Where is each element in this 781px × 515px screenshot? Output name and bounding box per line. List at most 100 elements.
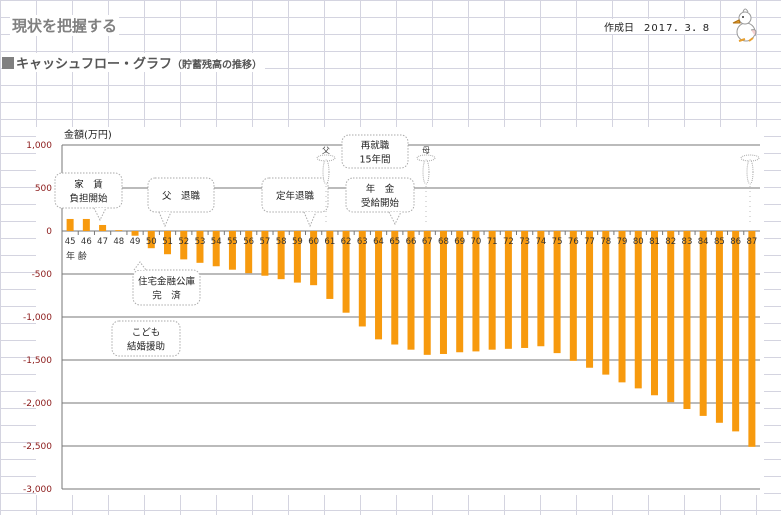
callout-annotation: 父 [316, 146, 336, 222]
bar-62 [342, 231, 350, 313]
callout-annotation: 母 [416, 146, 436, 222]
callout-box [416, 154, 436, 162]
callout-text: こども [132, 328, 161, 339]
callout-text: 定年退職 [276, 190, 315, 202]
x-tick-label: 58 [276, 237, 287, 247]
callout-box [132, 269, 201, 306]
y-tick-label: 0 [46, 227, 52, 237]
x-tick-label: 84 [698, 237, 709, 247]
date-label: 作成日 [604, 23, 634, 34]
bar-64 [375, 231, 383, 340]
bar-75 [553, 231, 561, 354]
bar-71 [488, 231, 496, 350]
callout-text: 父 [322, 146, 330, 155]
x-tick-label: 57 [259, 237, 270, 247]
date-value: 2017．3．8 [644, 23, 711, 34]
x-tick-label: 72 [503, 237, 514, 247]
bar-49 [131, 231, 139, 236]
callout-tail [158, 211, 172, 228]
callout-text: 家 賃 [74, 179, 103, 191]
callout-box [54, 172, 123, 209]
x-tick-label: 87 [746, 237, 757, 247]
callout-text: 結婚援助 [127, 341, 165, 353]
x-tick-label: 49 [130, 237, 141, 247]
x-tick-label: 75 [552, 237, 563, 247]
x-tick-label: 83 [682, 237, 693, 247]
duck-mascot-icon [732, 8, 757, 42]
x-tick-label: 74 [535, 237, 546, 247]
bar-78 [602, 231, 610, 375]
x-tick-label: 53 [195, 237, 206, 247]
callout-box [147, 177, 215, 213]
x-tick-label: 79 [617, 237, 628, 247]
section-heading: キャッシュフロー・グラフ（貯蓄残高の推移） [2, 53, 266, 72]
callout-text: 年 金 [366, 183, 395, 195]
x-tick-label: 63 [357, 237, 368, 247]
bar-48 [115, 230, 123, 231]
x-tick-label: 54 [211, 237, 222, 247]
x-tick-label: 48 [113, 237, 124, 247]
page-title: 現状を把握する [10, 15, 120, 36]
x-tick-label: 68 [438, 237, 449, 247]
bar-81 [650, 231, 658, 396]
bar-59 [293, 231, 301, 283]
x-tick-label: 81 [649, 237, 660, 247]
bar-56 [245, 231, 253, 274]
y-axis-label: 金額(万円) [64, 128, 112, 141]
y-tick-label: 1,000 [26, 141, 52, 151]
creation-date: 作成日 2017．3．8 [604, 19, 711, 34]
callout-text: 再就職 [361, 140, 390, 152]
y-tick-label: -3,000 [23, 485, 52, 495]
x-tick-label: 80 [633, 237, 644, 247]
callout-text: 負担開始 [69, 193, 108, 205]
callout-text: 受給開始 [361, 197, 400, 209]
bar-61 [326, 231, 334, 299]
bar-84 [699, 231, 707, 416]
bar-52 [180, 231, 188, 260]
bar-51 [164, 231, 172, 255]
x-axis-label: 年 齢 [66, 250, 87, 262]
x-tick-label: 76 [568, 237, 579, 247]
callout-annotation [740, 154, 760, 222]
bar-58 [277, 231, 285, 280]
bar-46 [82, 218, 90, 231]
callout-tail [388, 211, 402, 226]
x-tick-label: 71 [487, 237, 498, 247]
bar-45 [66, 218, 74, 231]
x-tick-label: 85 [714, 237, 725, 247]
x-tick-label: 66 [406, 237, 417, 247]
bar-79 [618, 231, 626, 383]
x-tick-label: 62 [341, 237, 352, 247]
bar-67 [423, 231, 431, 355]
callout-box [261, 177, 329, 213]
bar-69 [456, 231, 464, 353]
y-tick-label: -1,500 [23, 356, 52, 366]
bar-55 [228, 231, 236, 270]
x-tick-label: 45 [65, 237, 76, 247]
callout-box [341, 134, 409, 169]
callout-annotation: 父 退職 [147, 177, 215, 228]
bar-86 [732, 231, 740, 432]
square-bullet-icon [2, 57, 14, 69]
bar-82 [667, 231, 675, 403]
bar-54 [212, 231, 220, 267]
x-tick-label: 55 [227, 237, 238, 247]
bar-85 [715, 231, 723, 423]
bar-77 [586, 231, 594, 368]
x-tick-label: 65 [389, 237, 400, 247]
bar-73 [521, 231, 529, 348]
x-tick-label: 60 [308, 237, 319, 247]
x-tick-label: 61 [324, 237, 335, 247]
callout-box [746, 159, 754, 185]
x-tick-label: 70 [471, 237, 482, 247]
cashflow-chart: 金額(万円) 1,000 500 0 -500 -1,000 -1,500 -2,000 -2… [23, 127, 764, 495]
bar-63 [358, 231, 366, 327]
x-tick-label: 46 [81, 237, 92, 247]
callout-annotation: 再就職 15年間 [341, 134, 409, 169]
callout-text: 15年間 [359, 154, 390, 166]
callout-tail [93, 207, 107, 222]
x-tick-label: 52 [178, 237, 189, 247]
callout-box [422, 159, 430, 185]
